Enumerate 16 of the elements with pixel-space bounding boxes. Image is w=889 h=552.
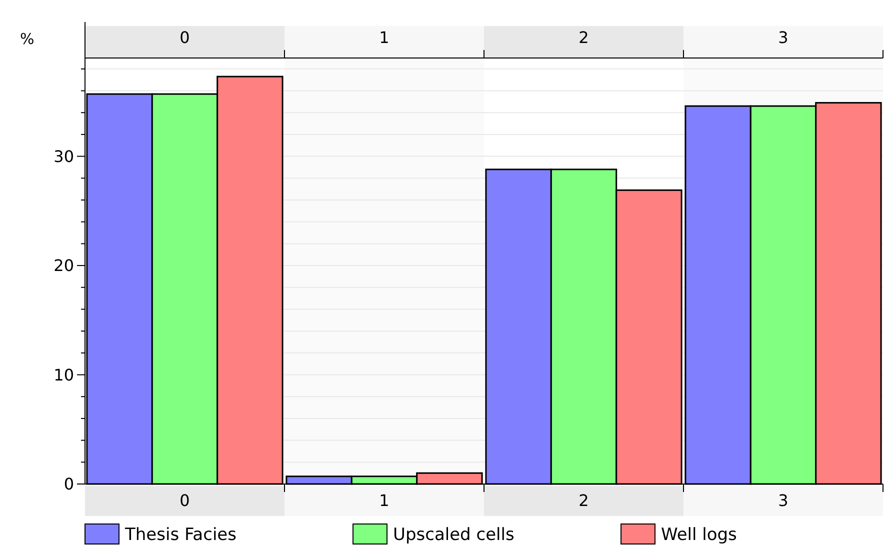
y-tick-label: 0 [64,474,74,494]
x-tick-label: 3 [778,491,788,510]
y-tick-label: 10 [54,365,74,384]
category-label: 2 [578,28,589,47]
legend-label: Well logs [661,524,738,545]
category-label: 1 [379,28,390,47]
legend-label: Thesis Facies [124,524,237,545]
x-tick-label: 2 [578,491,589,510]
category-label: 3 [778,28,788,47]
y-tick-label: 20 [54,256,74,276]
y-axis-title: % [20,30,34,48]
legend-label: Upscaled cells [393,524,514,545]
y-tick-label: 30 [54,146,74,166]
x-tick-label: 0 [180,491,190,510]
x-tick-label: 1 [379,491,390,510]
category-label: 0 [180,28,190,47]
